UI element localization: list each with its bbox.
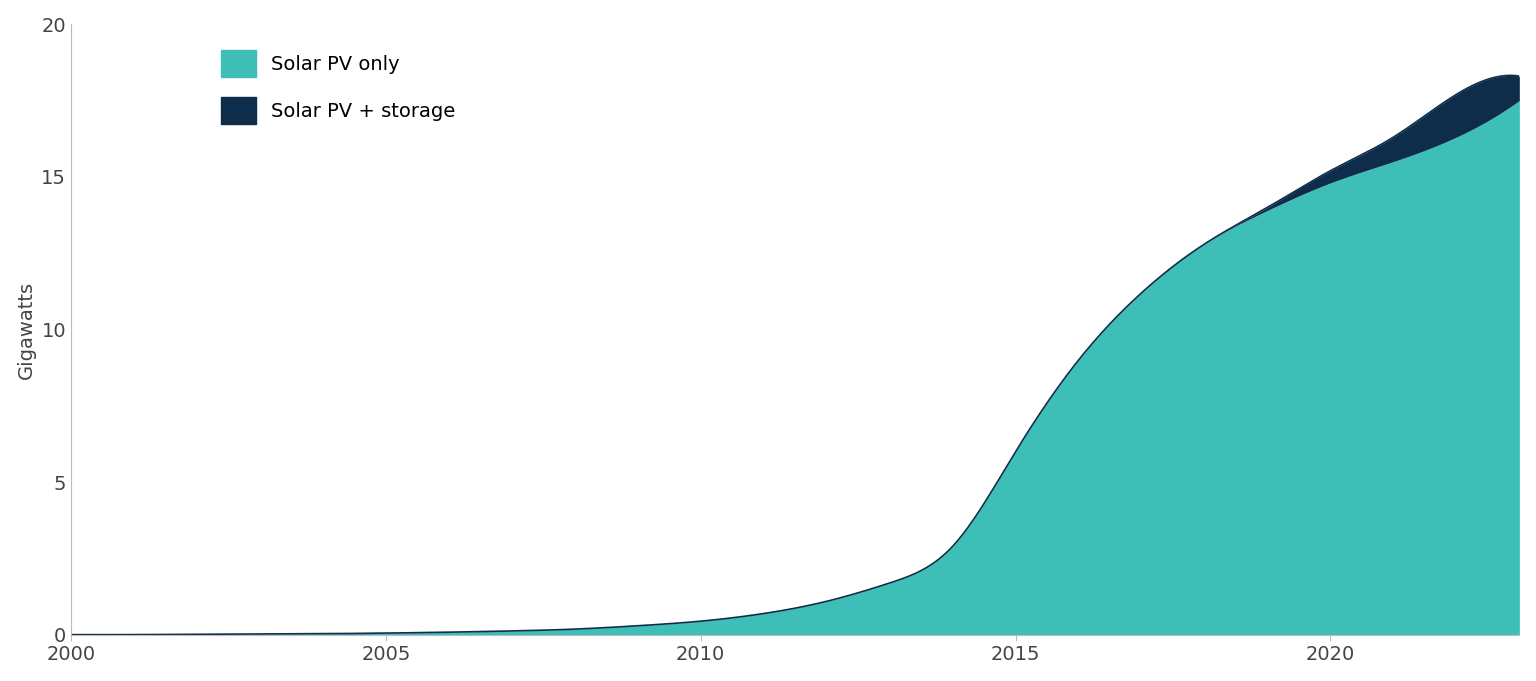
Legend: Solar PV only, Solar PV + storage: Solar PV only, Solar PV + storage xyxy=(210,40,465,134)
Y-axis label: Gigawatts: Gigawatts xyxy=(17,281,35,379)
